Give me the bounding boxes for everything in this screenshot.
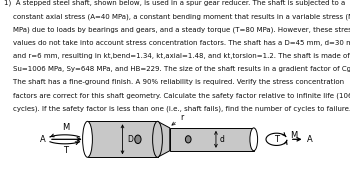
Text: MPa) due to loads by bearings and gears, and a steady torque (T=80 MPa). However: MPa) due to loads by bearings and gears,… (4, 26, 350, 33)
Text: T: T (274, 135, 279, 144)
Ellipse shape (83, 121, 92, 157)
Polygon shape (88, 121, 158, 157)
Text: values do not take into account stress concentration factors. The shaft has a D=: values do not take into account stress c… (4, 40, 350, 46)
Text: A: A (307, 135, 313, 144)
Ellipse shape (250, 128, 258, 151)
Text: M: M (290, 131, 298, 140)
Text: 1)  A stepped steel shaft, shown below, is used in a spur gear reducer. The shaf: 1) A stepped steel shaft, shown below, i… (4, 0, 345, 7)
Text: cycles). If the safety factor is less than one (i.e., shaft fails), find the num: cycles). If the safety factor is less th… (4, 106, 350, 112)
Text: The shaft has a fine-ground finish. A 90% reliability is required. Verify the st: The shaft has a fine-ground finish. A 90… (4, 79, 344, 85)
Polygon shape (158, 121, 170, 157)
Text: r: r (172, 113, 184, 125)
Text: A: A (40, 135, 46, 144)
Text: Su=1006 MPa, Sy=648 MPa, and HB=229. The size of the shaft results in a gradient: Su=1006 MPa, Sy=648 MPa, and HB=229. The… (4, 66, 350, 72)
Text: d: d (219, 135, 224, 144)
Text: constant axial stress (A=40 MPa), a constant bending moment that results in a va: constant axial stress (A=40 MPa), a cons… (4, 13, 350, 20)
Text: D: D (127, 135, 133, 144)
Polygon shape (170, 128, 254, 151)
Text: and r=6 mm, resulting in kt,bend=1.34, kt,axial=1.48, and kt,torsion=1.2. The sh: and r=6 mm, resulting in kt,bend=1.34, k… (4, 53, 350, 59)
Ellipse shape (186, 136, 191, 143)
Text: T: T (63, 146, 68, 155)
Text: M: M (62, 123, 69, 132)
Ellipse shape (135, 135, 141, 144)
Text: factors are correct for this shaft geometry. Calculate the safety factor relativ: factors are correct for this shaft geome… (4, 92, 350, 99)
Ellipse shape (153, 121, 162, 157)
